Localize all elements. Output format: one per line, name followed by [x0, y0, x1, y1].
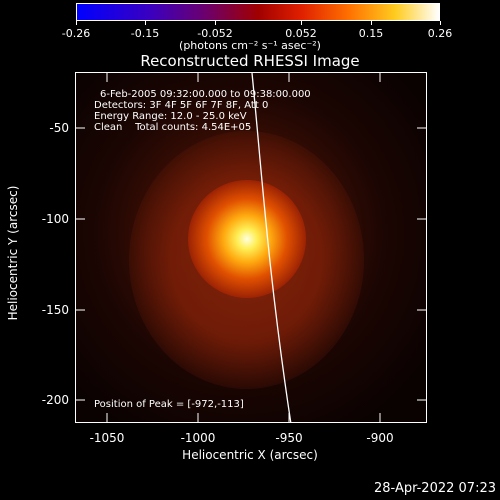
colorbar-tick: [145, 21, 146, 25]
clean-annotation: Clean Total counts: 4.54E+05: [94, 122, 252, 133]
detectors-annotation: Detectors: 3F 4F 5F 6F 7F 8F, Att 0: [94, 100, 269, 111]
timestamp: 28-Apr-2022 07:23: [374, 481, 496, 496]
y-tick-label: -150: [41, 303, 69, 317]
emission-peak: [188, 180, 306, 298]
y-tick-label: -50: [49, 121, 69, 135]
colorbar-tick-label: 0.15: [358, 27, 384, 40]
plot-title: Reconstructed RHESSI Image: [140, 52, 360, 70]
colorbar-tick-label: -0.052: [197, 27, 233, 40]
colorbar-tick: [76, 21, 77, 25]
colorbar: [76, 3, 440, 21]
colorbar-units: (photons cm⁻² s⁻¹ asec⁻²): [179, 39, 321, 52]
colorbar-tick: [371, 21, 372, 25]
rhessi-image: 6-Feb-2005 09:32:00.000 to 09:38:00.000 …: [75, 72, 427, 423]
y-axis-label: Heliocentric Y (arcsec): [6, 185, 20, 321]
energy-annotation: Energy Range: 12.0 - 25.0 keV: [94, 111, 247, 122]
colorbar-tick: [301, 21, 302, 25]
time-range-annotation: 6-Feb-2005 09:32:00.000 to 09:38:00.000: [100, 89, 311, 100]
x-tick-label: -950: [275, 431, 303, 445]
x-axis-label: Heliocentric X (arcsec): [182, 448, 318, 462]
x-tick-label: -900: [366, 431, 394, 445]
colorbar-tick-label: -0.26: [61, 27, 91, 40]
colorbar-tick: [440, 21, 441, 25]
y-tick-label: -200: [41, 393, 69, 407]
colorbar-tick-label: 0.052: [285, 27, 317, 40]
colorbar-tick-label: -0.15: [130, 27, 160, 40]
y-tick-label: -100: [41, 212, 69, 226]
colorbar-tick-label: 0.26: [427, 27, 453, 40]
x-tick-label: -1000: [180, 431, 216, 445]
colorbar-tick: [215, 21, 216, 25]
peak-annotation: Position of Peak = [-972,-113]: [94, 399, 244, 410]
solar-limb-line: [251, 73, 292, 422]
x-tick-label: -1050: [89, 431, 125, 445]
